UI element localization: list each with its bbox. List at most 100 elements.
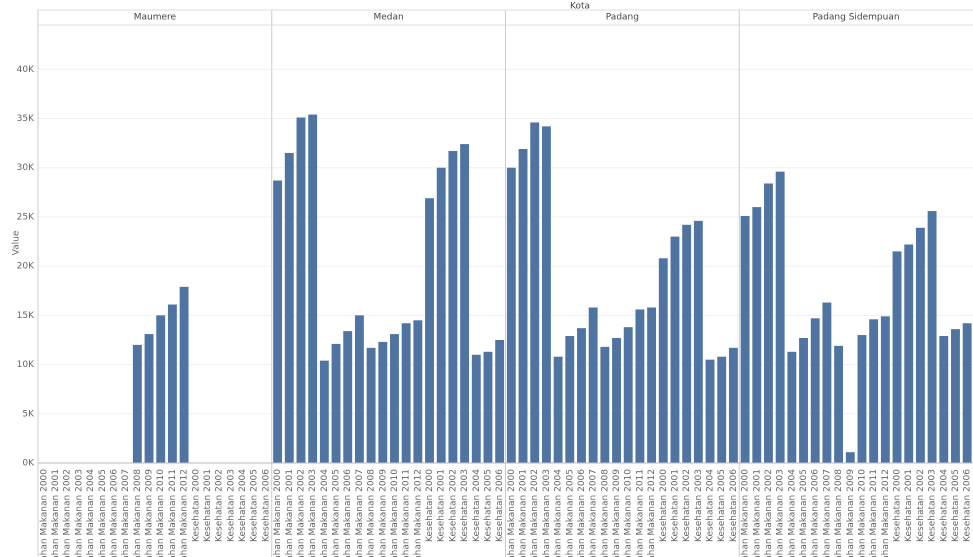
bar — [740, 215, 750, 463]
x-tick-label: Bahan Makanan 2006 — [577, 469, 587, 557]
x-tick-label: Bahan Makanan 2004 — [787, 469, 797, 557]
x-tick-label: Kesehatan 2006 — [495, 469, 505, 542]
bar — [541, 126, 551, 464]
bar — [857, 335, 867, 463]
bar — [436, 167, 446, 463]
y-tick-label: 0K — [22, 459, 35, 469]
x-tick-label: Kesehatan 2005 — [483, 469, 493, 542]
bar — [822, 302, 832, 463]
x-tick-label: Bahan Makanan 2001 — [519, 469, 529, 557]
x-tick-label: Kesehatan 2000 — [425, 469, 435, 542]
x-tick-label: Bahan Makanan 2002 — [764, 469, 774, 557]
y-tick-label: 10K — [17, 360, 35, 370]
bar — [915, 227, 925, 463]
bar — [553, 356, 563, 463]
x-tick-label: Bahan Makanan 2009 — [378, 469, 388, 557]
x-tick-label: Kesehatan 2000 — [659, 469, 669, 542]
x-tick-label: Kesehatan 2001 — [904, 469, 914, 542]
x-tick-label: Kesehatan 2003 — [226, 469, 236, 542]
x-tick-label: Bahan Makanan 2010 — [624, 469, 634, 557]
x-tick-label: Kesehatan 2002 — [215, 469, 225, 542]
bar — [483, 351, 493, 463]
x-tick-label: Kesehatan 2005 — [250, 469, 260, 542]
x-tick-label: Bahan Makanan 2008 — [834, 469, 844, 557]
x-tick-label: Bahan Makanan 2007 — [355, 469, 365, 557]
panel-title: Medan — [374, 13, 404, 23]
x-tick-label: Kesehatan 2003 — [460, 469, 470, 542]
bar — [506, 167, 516, 463]
x-tick-label: Bahan Makanan 2012 — [881, 469, 891, 557]
x-tick-label: Bahan Makanan 2010 — [857, 469, 867, 557]
panel-title: Padang Sidempuan — [813, 13, 900, 23]
bar — [132, 344, 142, 463]
bar — [717, 356, 727, 463]
x-tick-label: Bahan Makanan 2003 — [308, 469, 318, 557]
bar — [401, 323, 411, 463]
bar — [869, 319, 879, 463]
x-tick-label: Bahan Makanan 2001 — [752, 469, 762, 557]
x-tick-label: Bahan Makanan 2011 — [168, 469, 178, 557]
bar — [951, 329, 960, 463]
bar — [939, 336, 949, 463]
bar — [144, 334, 154, 463]
x-tick-label: Bahan Makanan 2012 — [647, 469, 657, 557]
x-tick-label: Bahan Makanan 2009 — [846, 469, 856, 557]
x-tick-label: Bahan Makanan 2000 — [39, 469, 49, 557]
bar — [565, 336, 575, 463]
x-tick-label: Bahan Makanan 2011 — [869, 469, 879, 557]
bar — [167, 304, 177, 463]
bar — [600, 346, 610, 463]
x-tick-label: Bahan Makanan 2006 — [811, 469, 821, 557]
x-tick-label: Kesehatan 2000 — [191, 469, 201, 542]
y-tick-label: 20K — [17, 262, 35, 272]
x-tick-label: Bahan Makanan 2002 — [296, 469, 306, 557]
x-tick-label: Bahan Makanan 2003 — [776, 469, 786, 557]
x-tick-label: Bahan Makanan 2003 — [542, 469, 552, 557]
x-tick-label: Bahan Makanan 2001 — [51, 469, 61, 557]
bar — [810, 318, 820, 463]
bar — [273, 180, 283, 464]
bar — [799, 337, 808, 463]
x-tick-label: Bahan Makanan 2008 — [600, 469, 610, 557]
x-tick-label: Bahan Makanan 2007 — [822, 469, 832, 557]
x-tick-label: Bahan Makanan 2004 — [320, 469, 330, 557]
bar — [647, 307, 657, 463]
x-tick-label: Bahan Makanan 2009 — [612, 469, 622, 557]
x-tick-label: Kesehatan 2002 — [448, 469, 458, 542]
x-tick-label: Bahan Makanan 2000 — [741, 469, 751, 557]
bar — [682, 224, 692, 463]
x-tick-label: Kesehatan 2006 — [261, 469, 271, 542]
bar — [892, 251, 902, 463]
x-tick-label: Bahan Makanan 2002 — [530, 469, 540, 557]
bar — [331, 343, 341, 463]
facet-title: Kota — [570, 2, 590, 12]
panel-title: Padang — [606, 13, 639, 23]
x-tick-label: Bahan Makanan 2007 — [121, 469, 131, 557]
bar — [156, 315, 166, 463]
x-tick-label: Kesehatan 2006 — [729, 469, 739, 542]
bar — [471, 354, 481, 463]
bar — [284, 152, 294, 463]
bar — [623, 327, 633, 463]
x-tick-label: Kesehatan 2004 — [706, 469, 716, 542]
bar — [448, 150, 458, 463]
bar — [588, 307, 598, 463]
bar — [495, 339, 505, 463]
bar — [764, 183, 773, 464]
bar — [880, 316, 890, 463]
x-tick-label: Bahan Makanan 2002 — [63, 469, 73, 557]
bar — [705, 359, 715, 463]
bar — [658, 258, 668, 463]
bar — [343, 331, 353, 463]
x-tick-label: Kesehatan 2003 — [928, 469, 938, 542]
x-tick-label: Kesehatan 2000 — [893, 469, 903, 542]
x-tick-label: Bahan Makanan 2011 — [402, 469, 412, 557]
bar — [460, 144, 470, 464]
x-tick-label: Kesehatan 2004 — [472, 469, 482, 542]
y-tick-label: 40K — [17, 65, 35, 75]
x-tick-label: Bahan Makanan 2005 — [799, 469, 809, 557]
x-tick-label: Bahan Makanan 2005 — [332, 469, 342, 557]
y-tick-label: 30K — [17, 163, 35, 173]
x-tick-label: Bahan Makanan 2006 — [109, 469, 119, 557]
